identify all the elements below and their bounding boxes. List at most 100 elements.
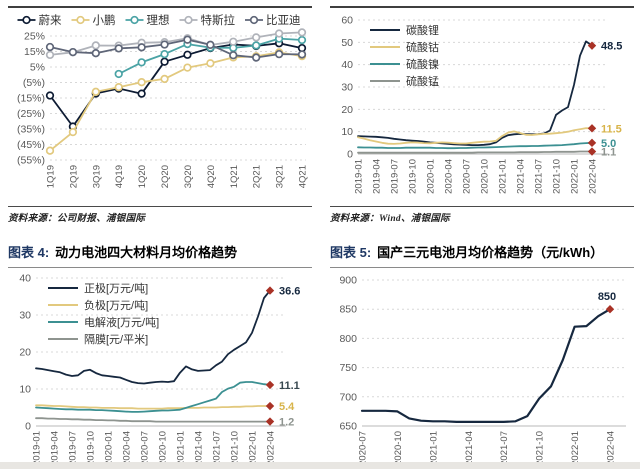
svg-text:3Q19: 3Q19	[91, 165, 102, 188]
svg-text:30: 30	[341, 82, 353, 94]
svg-text:15%: 15%	[24, 46, 45, 58]
svg-text:2019-04: 2019-04	[50, 431, 61, 466]
svg-text:2019-01: 2019-01	[354, 159, 365, 194]
svg-text:1.1: 1.1	[601, 147, 616, 159]
figure-5-title-text: 国产三元电池月均价格趋势（元/kWh）	[377, 245, 604, 260]
svg-text:2020-10: 2020-10	[158, 431, 169, 466]
svg-text:(35%): (35%)	[17, 124, 45, 136]
svg-text:4Q20: 4Q20	[206, 165, 217, 188]
svg-text:2021-01: 2021-01	[428, 431, 439, 466]
svg-text:48.5: 48.5	[601, 41, 622, 53]
svg-text:36.6: 36.6	[279, 286, 300, 298]
svg-text:2020-07: 2020-07	[358, 431, 369, 466]
svg-text:2019-10: 2019-10	[408, 159, 419, 194]
svg-text:2019-04: 2019-04	[372, 159, 383, 194]
divider-top-left	[8, 6, 312, 8]
svg-text:(55%): (55%)	[17, 155, 45, 167]
svg-text:3Q20: 3Q20	[183, 165, 194, 188]
svg-text:2022-01: 2022-01	[248, 431, 259, 466]
svg-text:20: 20	[19, 347, 31, 359]
svg-text:2021-04: 2021-04	[194, 431, 205, 466]
right-column: 60 50 40 30 20 10 0 2019-01 2019-04 2019-07 2019-1…	[330, 6, 634, 469]
svg-text:(45%): (45%)	[17, 139, 45, 151]
divider-title-left	[8, 267, 312, 268]
svg-text:比亚迪: 比亚迪	[266, 14, 301, 27]
svg-text:2021-07: 2021-07	[212, 431, 223, 466]
svg-text:25%: 25%	[24, 31, 45, 43]
svg-text:2020-01: 2020-01	[426, 159, 437, 194]
svg-text:隔膜[元/平米]: 隔膜[元/平米]	[84, 333, 148, 346]
svg-text:2020-07: 2020-07	[140, 431, 151, 466]
svg-text:10: 10	[341, 126, 353, 138]
bottom-strip	[0, 462, 640, 469]
svg-text:3Q21: 3Q21	[275, 165, 286, 188]
divider-top-right	[330, 6, 634, 8]
svg-text:小鹏: 小鹏	[93, 14, 116, 27]
svg-text:2020-01: 2020-01	[104, 431, 115, 466]
chart-ternary-battery-price: 900 850 800 750 700 650 2020-07 2020-10 2021-01 2…	[330, 268, 634, 469]
svg-text:2021-10: 2021-10	[535, 431, 546, 466]
svg-text:850: 850	[339, 304, 357, 316]
svg-text:硫酸钴: 硫酸钴	[406, 40, 439, 54]
svg-text:2022-04: 2022-04	[606, 431, 617, 466]
divider-source-right	[330, 206, 634, 207]
svg-text:2019-10: 2019-10	[86, 431, 97, 466]
figure-4-label: 图表 4:	[8, 245, 50, 260]
svg-text:5.4: 5.4	[279, 401, 295, 413]
svg-text:2020-10: 2020-10	[393, 431, 404, 466]
svg-text:11.1: 11.1	[279, 380, 300, 392]
svg-text:正极[万元/吨]: 正极[万元/吨]	[84, 281, 148, 295]
svg-text:650: 650	[339, 421, 357, 433]
figure-4-title: 图表 4: 动力电池四大材料月均价格趋势	[8, 240, 312, 267]
svg-text:5%: 5%	[30, 62, 45, 74]
svg-text:2021-04: 2021-04	[516, 159, 527, 194]
svg-text:2Q20: 2Q20	[160, 165, 171, 188]
svg-text:20: 20	[341, 104, 353, 116]
svg-text:900: 900	[339, 275, 357, 287]
svg-text:40: 40	[341, 59, 353, 71]
svg-text:11.5: 11.5	[601, 123, 622, 135]
figure-4-title-text: 动力电池四大材料月均价格趋势	[55, 245, 238, 260]
svg-text:2021-04: 2021-04	[464, 431, 475, 466]
svg-text:30: 30	[19, 310, 31, 322]
chart-raw-materials-price: 60 50 40 30 20 10 0 2019-01 2019-04 2019-07 2019-1…	[330, 10, 634, 206]
svg-text:2020-04: 2020-04	[444, 159, 455, 194]
svg-text:负极[万元/吨]: 负极[万元/吨]	[84, 298, 148, 312]
svg-text:2Q21: 2Q21	[252, 165, 263, 188]
source-note-right: 资料来源：Wind、浦银国际	[330, 214, 450, 224]
svg-text:蔚来: 蔚来	[39, 14, 62, 27]
svg-text:60: 60	[341, 15, 353, 27]
svg-text:4Q21: 4Q21	[298, 165, 309, 188]
svg-text:2022-04: 2022-04	[588, 159, 599, 194]
svg-text:1.2: 1.2	[279, 417, 294, 429]
svg-text:2021-07: 2021-07	[499, 431, 510, 466]
svg-text:2022-04: 2022-04	[266, 431, 277, 466]
svg-text:2021-10: 2021-10	[230, 431, 241, 466]
svg-text:700: 700	[339, 391, 357, 403]
svg-text:4Q19: 4Q19	[114, 165, 125, 188]
svg-text:2021-07: 2021-07	[534, 159, 545, 194]
svg-text:2022-01: 2022-01	[570, 431, 581, 466]
svg-text:50: 50	[341, 37, 353, 49]
source-note-left: 资料来源：公司财报、浦银国际	[8, 214, 146, 224]
svg-text:2021-01: 2021-01	[498, 159, 509, 194]
chart-battery-materials-price: 40 30 20 10 0 2019-01 2019-04 2019-07 2019-10 202…	[8, 268, 312, 469]
svg-text:2Q19: 2Q19	[68, 165, 79, 188]
svg-text:2019-07: 2019-07	[68, 431, 79, 466]
svg-text:40: 40	[19, 273, 31, 285]
svg-text:2021-01: 2021-01	[176, 431, 187, 466]
figure-5-title: 图表 5: 国产三元电池月均价格趋势（元/kWh）	[330, 240, 634, 267]
svg-text:850: 850	[598, 291, 616, 303]
svg-text:1Q20: 1Q20	[137, 165, 148, 188]
svg-text:2020-10: 2020-10	[480, 159, 491, 194]
svg-text:硫酸锰: 硫酸锰	[406, 74, 439, 88]
svg-text:特斯拉: 特斯拉	[201, 13, 236, 27]
svg-text:(25%): (25%)	[17, 108, 45, 120]
svg-text:(15%): (15%)	[17, 93, 45, 105]
svg-text:2020-07: 2020-07	[462, 159, 473, 194]
svg-text:0: 0	[25, 421, 31, 433]
svg-text:碳酸锂: 碳酸锂	[406, 23, 439, 37]
svg-text:1Q19: 1Q19	[46, 165, 57, 188]
svg-text:2022-01: 2022-01	[570, 159, 581, 194]
svg-text:2021-10: 2021-10	[552, 159, 563, 194]
